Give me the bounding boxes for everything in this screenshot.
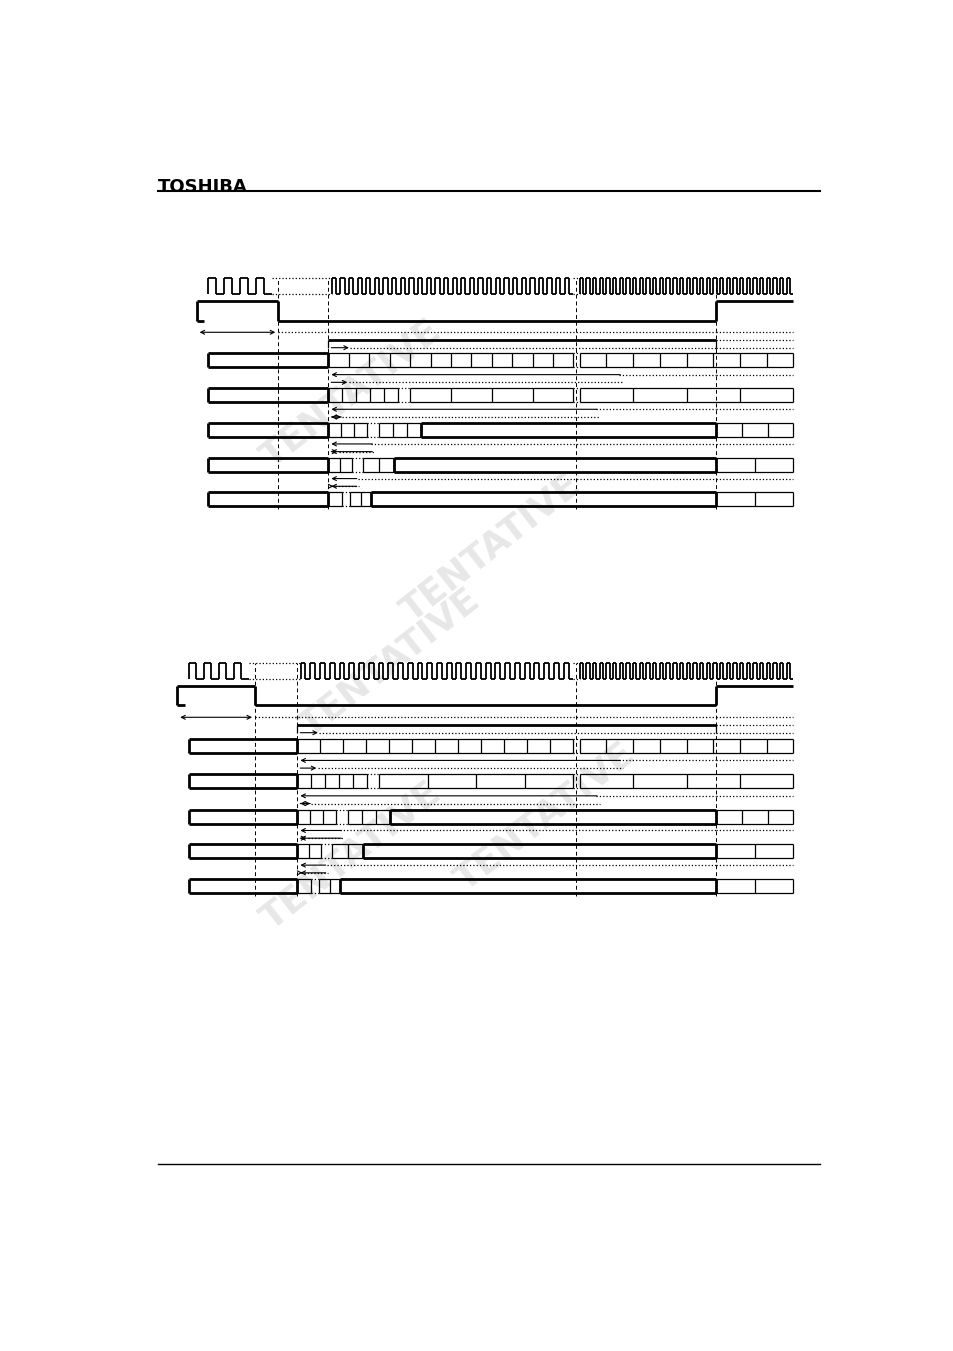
Text: TENTATIVE: TENTATIVE [255,775,448,936]
Text: TENTATIVE: TENTATIVE [255,313,448,474]
Text: TENTATIVE: TENTATIVE [395,467,587,628]
Text: TENTATIVE: TENTATIVE [449,736,641,898]
Text: TENTATIVE: TENTATIVE [294,584,486,744]
Text: TOSHIBA: TOSHIBA [158,178,248,196]
